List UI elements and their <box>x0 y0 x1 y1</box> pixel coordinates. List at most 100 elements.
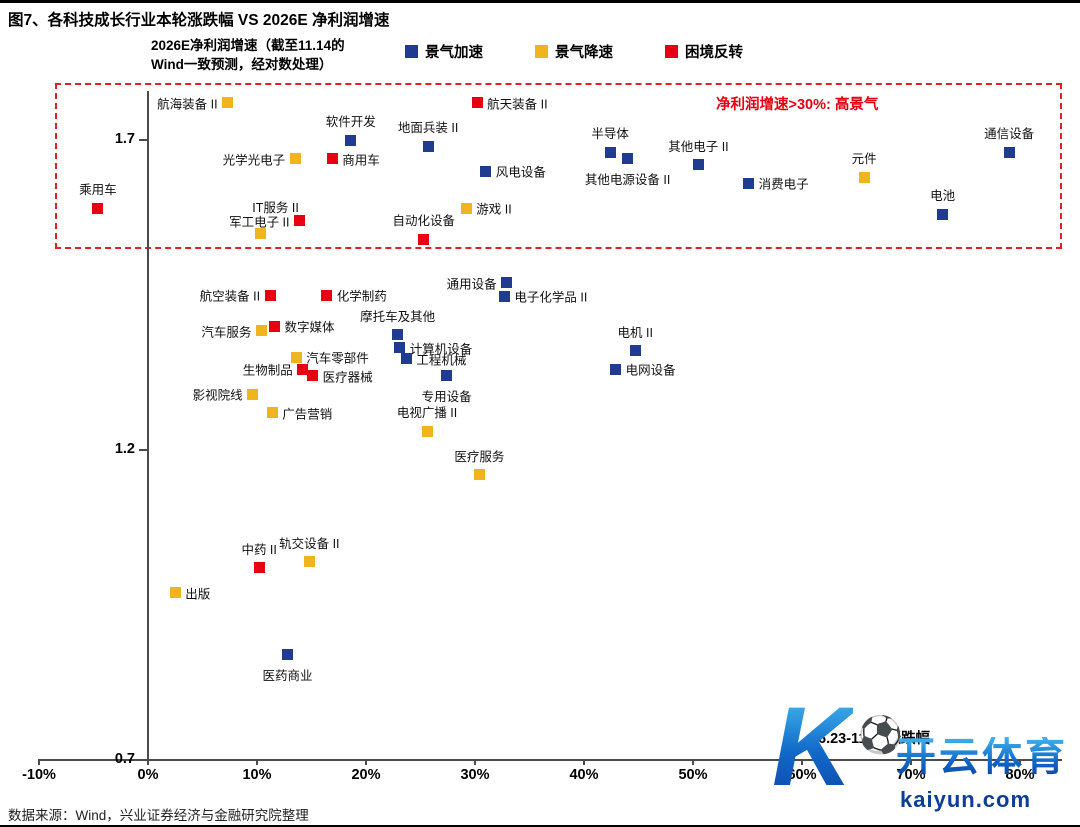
point-label: 自动化设备 <box>392 214 456 229</box>
x-tick-mark <box>38 759 40 765</box>
figure-title: 图7、各科技成长行业本轮涨跌幅 VS 2026E 净利润增速 <box>8 12 390 29</box>
scatter-marker <box>307 370 319 382</box>
point-label: 摩托车及其他 <box>360 309 436 324</box>
point-label: 通用设备 <box>446 277 497 292</box>
x-tick-label: 80% <box>1005 767 1035 783</box>
legend-label: 困境反转 <box>685 45 743 61</box>
x-tick-mark <box>365 759 367 765</box>
scatter-marker <box>937 208 949 220</box>
point-label: 航空装备 II <box>199 289 261 304</box>
scatter-marker <box>321 289 333 301</box>
x-axis-title: 6.23-11.14涨跌幅 <box>818 731 931 747</box>
scatter-marker <box>418 233 430 245</box>
scatter-marker <box>471 97 483 109</box>
point-label: 医疗器械 <box>322 370 373 385</box>
x-tick-label: -10% <box>22 767 56 783</box>
point-label: 电子化学品 II <box>514 290 588 305</box>
point-label: 软件开发 <box>325 115 376 129</box>
point-label: 生物制品 <box>242 363 293 378</box>
scatter-marker <box>460 202 472 214</box>
x-tick-mark <box>583 759 585 765</box>
x-tick-mark <box>801 759 803 765</box>
x-tick-label: 10% <box>242 767 272 783</box>
x-tick-label: 70% <box>896 767 926 783</box>
legend-item-decelerating: 景气降速 <box>535 41 613 62</box>
high-growth-annotation: 净利润增速>30%: 高景气 <box>716 97 879 113</box>
scatter-marker <box>253 562 265 574</box>
point-label: 出版 <box>185 587 211 602</box>
point-label: 其他电源设备 II <box>584 172 671 187</box>
point-label: 风电设备 <box>495 165 546 180</box>
scatter-marker <box>604 146 616 158</box>
point-label: 电网设备 <box>625 363 676 378</box>
y-axis-note: 2026E净利润增速（截至11.14的 Wind一致预测，经对数处理） <box>151 36 345 74</box>
scatter-marker <box>1003 146 1015 158</box>
x-tick-mark <box>1019 759 1021 765</box>
scatter-marker <box>303 556 315 568</box>
scatter-marker <box>392 329 404 341</box>
y-axis-note-line1: 2026E净利润增速（截至11.14的 <box>151 38 345 53</box>
scatter-marker <box>255 325 267 337</box>
y-axis-line <box>147 91 149 760</box>
point-label: 化学制药 <box>336 289 387 304</box>
scatter-marker <box>480 165 492 177</box>
y-tick-mark <box>139 449 147 451</box>
x-tick-mark <box>910 759 912 765</box>
x-tick-mark <box>147 759 149 765</box>
data-source: 数据来源：Wind，兴业证券经济与金融研究院整理 <box>8 808 309 823</box>
scatter-marker <box>629 345 641 357</box>
scatter-marker <box>394 342 406 354</box>
point-label: 电池 <box>930 189 956 204</box>
scatter-marker <box>501 277 513 289</box>
scatter-marker <box>610 363 622 375</box>
point-label: 元件 <box>851 152 877 167</box>
scatter-marker <box>400 353 412 365</box>
scatter-marker <box>743 177 755 189</box>
point-label: 专用设备 <box>421 389 472 404</box>
point-label: 医药商业 <box>262 668 313 683</box>
legend-swatch-accelerating <box>405 45 418 58</box>
point-label: 游戏 II <box>476 202 512 217</box>
scatter-marker <box>622 153 634 165</box>
scatter-marker <box>264 289 276 301</box>
scatter-marker <box>268 320 280 332</box>
scatter-marker <box>473 469 485 481</box>
point-label: 乘用车 <box>79 183 117 198</box>
scatter-marker <box>326 153 338 165</box>
point-label: 轨交设备 II <box>279 536 340 551</box>
x-tick-label: 20% <box>351 767 381 783</box>
legend-swatch-reversal <box>665 45 678 58</box>
high-growth-dashed-box <box>55 83 1062 249</box>
scatter-marker <box>692 159 704 171</box>
scatter-marker <box>222 97 234 109</box>
point-label: 消费电子 <box>758 177 809 192</box>
scatter-marker <box>858 171 870 183</box>
point-label: 汽车服务 <box>201 325 252 340</box>
y-tick-label: 0.7 <box>114 751 135 767</box>
point-label: 影视院线 <box>192 388 243 403</box>
scatter-marker <box>254 227 266 239</box>
y-tick-label: 1.2 <box>114 441 135 457</box>
point-label: 商用车 <box>342 153 380 168</box>
bottom-divider <box>0 825 1080 827</box>
point-label: 其他电子 II <box>668 139 729 154</box>
scatter-marker <box>421 425 433 437</box>
point-label: 航天装备 II <box>487 97 548 112</box>
plot-area: 净利润增速>30%: 高景气 6.23-11.14涨跌幅 -10% 0% 10% 20… <box>0 3 1080 827</box>
x-tick-label: 40% <box>569 767 599 783</box>
legend-swatch-decelerating <box>535 45 548 58</box>
point-label: 电机 II <box>617 325 653 340</box>
point-label: 电视广播 II <box>396 406 458 421</box>
x-tick-label: 0% <box>137 767 159 783</box>
scatter-marker <box>294 215 305 227</box>
scatter-marker <box>297 363 309 375</box>
point-label: 工程机械 <box>416 353 467 368</box>
y-tick-mark <box>139 759 147 761</box>
scatter-marker <box>92 202 104 214</box>
scatter-marker <box>290 351 302 363</box>
point-label: 航海装备 II <box>157 97 218 112</box>
point-label: 汽车零部件 <box>306 351 369 366</box>
x-tick-mark <box>256 759 258 765</box>
legend: 景气加速 景气降速 困境反转 <box>405 41 743 62</box>
scatter-marker <box>422 140 434 152</box>
